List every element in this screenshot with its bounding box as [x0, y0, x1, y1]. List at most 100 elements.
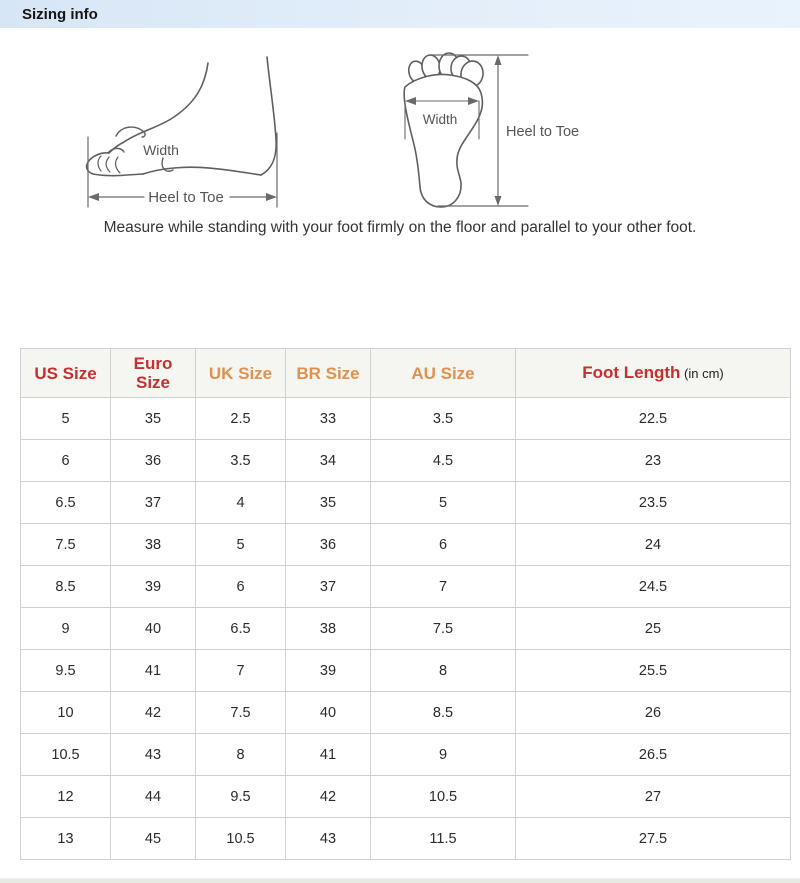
side-heel-to-toe-label: Heel to Toe [148, 189, 224, 206]
measurement-instruction: Measure while standing with your foot fi… [103, 219, 697, 236]
size-cell: 8.5 [370, 691, 516, 734]
size-cell: 33 [285, 397, 371, 440]
size-cell: 41 [285, 733, 371, 776]
table-row: 6.5 37 4 35 5 23.5 [20, 481, 791, 524]
size-cell: 6 [20, 439, 111, 482]
table-row: 10 42 7.5 40 8.5 26 [20, 691, 791, 734]
side-width-label: Width [143, 142, 179, 158]
size-cell: 45 [110, 817, 196, 860]
size-cell: 26 [515, 691, 791, 734]
size-cell: 7.5 [195, 691, 286, 734]
size-cell: 39 [110, 565, 196, 608]
column-header: Euro Size [110, 348, 196, 398]
size-cell: 35 [110, 397, 196, 440]
size-table-header-row: US Size Euro Size UK Size BR Size AU Size Foo… [20, 348, 791, 398]
size-cell: 6 [370, 523, 516, 566]
size-cell: 8 [370, 649, 516, 692]
size-cell: 39 [285, 649, 371, 692]
size-cell: 3.5 [370, 397, 516, 440]
footprint-width-arrow [404, 97, 480, 140]
size-cell: 27 [515, 775, 791, 818]
size-cell: 22.5 [515, 397, 791, 440]
table-row: 13 45 10.5 43 11.5 27.5 [20, 817, 791, 860]
size-cell: 38 [110, 523, 196, 566]
size-cell: 4 [195, 481, 286, 524]
bottom-heel-to-toe-arrow [429, 54, 529, 207]
size-table-header: US Size Euro Size UK Size BR Size AU Size Foo… [20, 348, 791, 398]
size-cell: 5 [370, 481, 516, 524]
size-cell: 8.5 [20, 565, 111, 608]
size-cell: 8 [195, 733, 286, 776]
size-cell: 12 [20, 775, 111, 818]
size-cell: 25.5 [515, 649, 791, 692]
foot-side-view-diagram: Width Heel to Toe [85, 56, 278, 208]
foot-side-outline [85, 56, 277, 177]
size-cell: 4.5 [370, 439, 516, 482]
size-cell: 5 [20, 397, 111, 440]
table-row: 5 35 2.5 33 3.5 22.5 [20, 397, 791, 440]
foot-bottom-view-diagram: Width Heel to Toe [403, 52, 579, 208]
table-row: 9 40 6.5 38 7.5 25 [20, 607, 791, 650]
size-cell: 35 [285, 481, 371, 524]
size-cell: 9.5 [20, 649, 111, 692]
size-cell: 6.5 [20, 481, 111, 524]
size-cell: 24 [515, 523, 791, 566]
size-cell: 23.5 [515, 481, 791, 524]
size-cell: 13 [20, 817, 111, 860]
table-row: 6 36 3.5 34 4.5 23 [20, 439, 791, 482]
table-row: 12 44 9.5 42 10.5 27 [20, 775, 791, 818]
size-cell: 10.5 [370, 775, 516, 818]
size-cell: 9.5 [195, 775, 286, 818]
size-conversion-table: US Size Euro Size UK Size BR Size AU Size Foo… [20, 348, 791, 860]
column-header: US Size [20, 348, 111, 398]
size-cell: 27.5 [515, 817, 791, 860]
footprint-outline [403, 73, 484, 208]
size-cell: 41 [110, 649, 196, 692]
table-row: 9.5 41 7 39 8 25.5 [20, 649, 791, 692]
size-cell: 42 [110, 691, 196, 734]
bottom-width-label: Width [423, 112, 458, 127]
size-cell: 42 [285, 775, 371, 818]
size-cell: 6.5 [195, 607, 286, 650]
size-cell: 10.5 [20, 733, 111, 776]
column-header: BR Size [285, 348, 371, 398]
footprint-toes [407, 52, 484, 88]
size-cell: 38 [285, 607, 371, 650]
column-header-unit: (in cm) [680, 366, 724, 381]
size-cell: 10.5 [195, 817, 286, 860]
size-cell: 34 [285, 439, 371, 482]
size-cell: 6 [195, 565, 286, 608]
size-cell: 36 [285, 523, 371, 566]
size-cell: 24.5 [515, 565, 791, 608]
size-cell: 40 [285, 691, 371, 734]
table-row: 8.5 39 6 37 7 24.5 [20, 565, 791, 608]
size-cell: 37 [285, 565, 371, 608]
size-cell: 9 [370, 733, 516, 776]
table-row: 7.5 38 5 36 6 24 [20, 523, 791, 566]
size-cell: 9 [20, 607, 111, 650]
column-header: UK Size [195, 348, 286, 398]
column-header: Foot Length (in cm) [515, 348, 791, 398]
size-cell: 36 [110, 439, 196, 482]
size-cell: 7.5 [370, 607, 516, 650]
size-cell: 40 [110, 607, 196, 650]
size-cell: 37 [110, 481, 196, 524]
table-row: 10.5 43 8 41 9 26.5 [20, 733, 791, 776]
size-cell: 7.5 [20, 523, 111, 566]
side-heel-to-toe-arrow [87, 132, 278, 208]
footer-strip [0, 878, 800, 883]
size-cell: 2.5 [195, 397, 286, 440]
size-cell: 43 [285, 817, 371, 860]
bottom-heel-to-toe-label: Heel to Toe [506, 124, 579, 140]
size-cell: 44 [110, 775, 196, 818]
size-cell: 25 [515, 607, 791, 650]
measurement-diagrams: Width Heel to Toe [0, 28, 800, 218]
size-cell: 3.5 [195, 439, 286, 482]
size-cell: 7 [195, 649, 286, 692]
size-cell: 11.5 [370, 817, 516, 860]
page-title: Sizing info [22, 5, 98, 23]
size-cell: 23 [515, 439, 791, 482]
size-cell: 10 [20, 691, 111, 734]
title-bar: Sizing info [0, 0, 800, 28]
